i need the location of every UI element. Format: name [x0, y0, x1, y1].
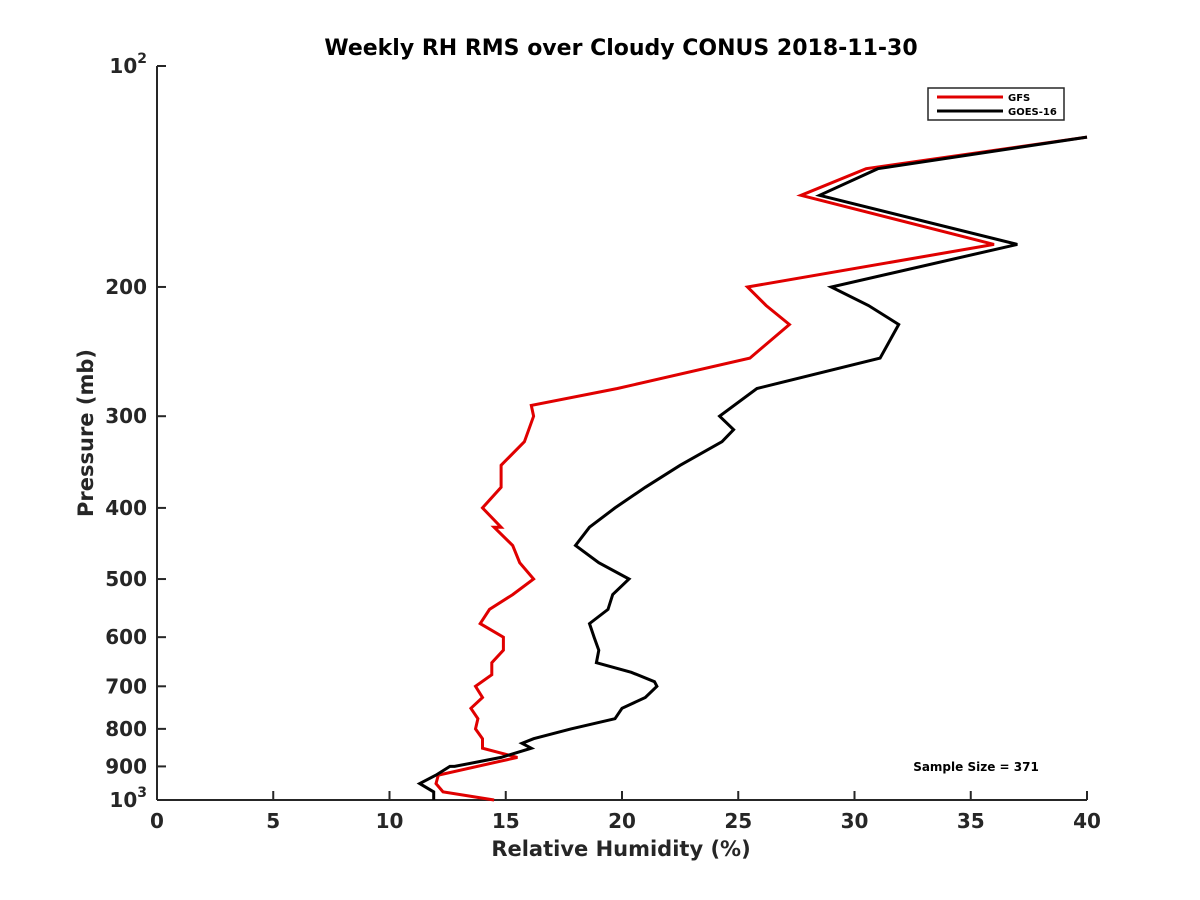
legend: GFS GOES-16 — [927, 87, 1065, 121]
y-tick-label: 300 — [105, 404, 147, 428]
legend-box — [927, 87, 1065, 121]
y-tick-label: 200 — [105, 275, 147, 299]
x-tick-label: 35 — [957, 809, 985, 833]
y-tick-label-exponent: 3 — [137, 785, 147, 801]
series-lines — [416, 135, 1088, 802]
x-axis-label: Relative Humidity (%) — [491, 837, 750, 861]
x-tick-label: 0 — [150, 809, 164, 833]
y-tick-label: 102 — [109, 51, 147, 78]
sample-size-annotation: Sample Size = 371 — [913, 760, 1039, 774]
x-tick-label: 15 — [492, 809, 520, 833]
y-tick-label: 600 — [105, 625, 147, 649]
y-tick-label-base: 10 — [109, 54, 137, 78]
series-line-goes16 — [416, 135, 1088, 800]
y-tick-label: 400 — [105, 496, 147, 520]
x-tick-label: 30 — [841, 809, 869, 833]
y-tick-label: 103 — [109, 785, 147, 812]
y-tick-label: 800 — [105, 717, 147, 741]
y-tick-label-base: 10 — [109, 788, 137, 812]
y-tick-label: 500 — [105, 567, 147, 591]
y-axis-label: Pressure (mb) — [74, 349, 98, 517]
y-tick-label: 900 — [105, 754, 147, 778]
legend-label-goes16: GOES-16 — [1008, 107, 1057, 118]
axes — [156, 66, 1087, 801]
x-tick-label: 10 — [376, 809, 404, 833]
x-ticks: 0 5 10 15 20 25 30 35 40 — [150, 791, 1101, 833]
x-tick-label: 40 — [1073, 809, 1101, 833]
legend-label-gfs: GFS — [1008, 93, 1030, 104]
x-tick-label: 25 — [724, 809, 752, 833]
x-tick-label: 20 — [608, 809, 636, 833]
series-line-gfs — [434, 135, 1088, 802]
x-tick-label: 5 — [266, 809, 280, 833]
y-tick-label: 700 — [105, 674, 147, 698]
chart-title: Weekly RH RMS over Cloudy CONUS 2018-11-… — [324, 36, 917, 61]
y-tick-label-exponent: 2 — [137, 51, 147, 67]
